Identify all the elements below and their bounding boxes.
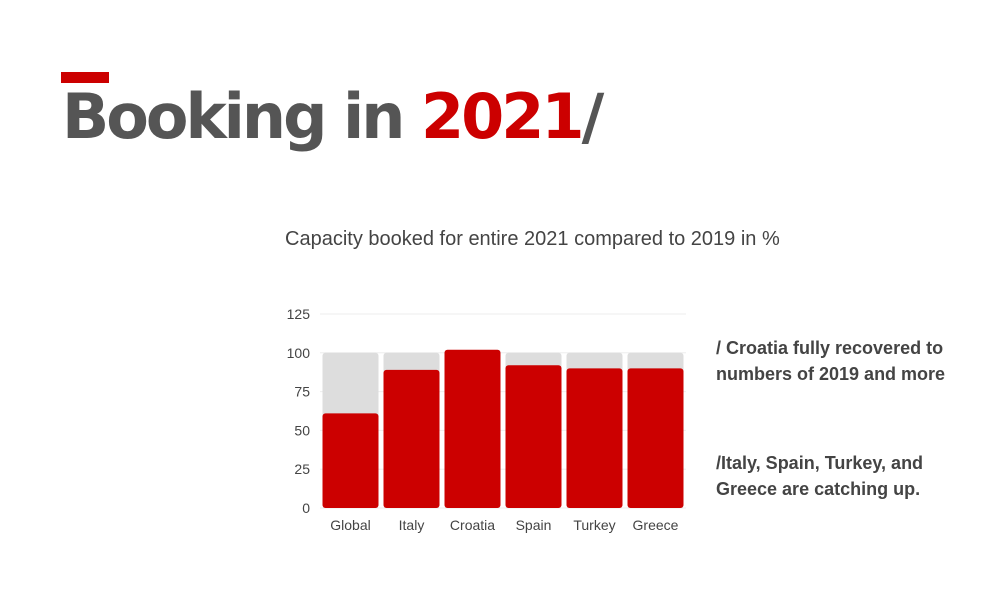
bar-chart: 0 25 50 75 100 125 Global Italy Croatia Spain Turk… [287,306,686,533]
note-catching-up: /Italy, Spain, Turkey, and Greece are ca… [716,453,924,499]
chart-subtitle: Capacity booked for entire 2021 compared… [285,228,780,250]
x-tick-label: Greece [633,517,679,533]
title-suffix: / [581,80,605,153]
title-year: 2021 [421,80,585,153]
bar-value [383,369,440,508]
x-tick-label: Spain [516,517,552,533]
note-croatia: / Croatia fully recovered to numbers of … [716,338,946,384]
page-title: Booking in 2021/ [62,86,604,148]
x-tick-label: Turkey [573,517,615,533]
x-tick-label: Global [330,517,370,533]
y-tick-label: 75 [294,384,310,400]
bar-value [444,349,501,508]
bar-value [505,365,562,508]
y-tick-label: 50 [294,422,310,438]
x-tick-label: Croatia [450,517,495,533]
x-tick-label: Italy [399,517,425,533]
bar-value [566,368,623,508]
title-accent-bar [61,72,109,83]
y-tick-label: 125 [287,306,311,322]
bar-value [627,368,684,508]
y-tick-label: 0 [302,500,310,516]
title-prefix: Booking in [62,80,422,153]
bar-value [322,413,379,508]
y-tick-label: 25 [294,461,310,477]
y-tick-label: 100 [287,345,311,361]
